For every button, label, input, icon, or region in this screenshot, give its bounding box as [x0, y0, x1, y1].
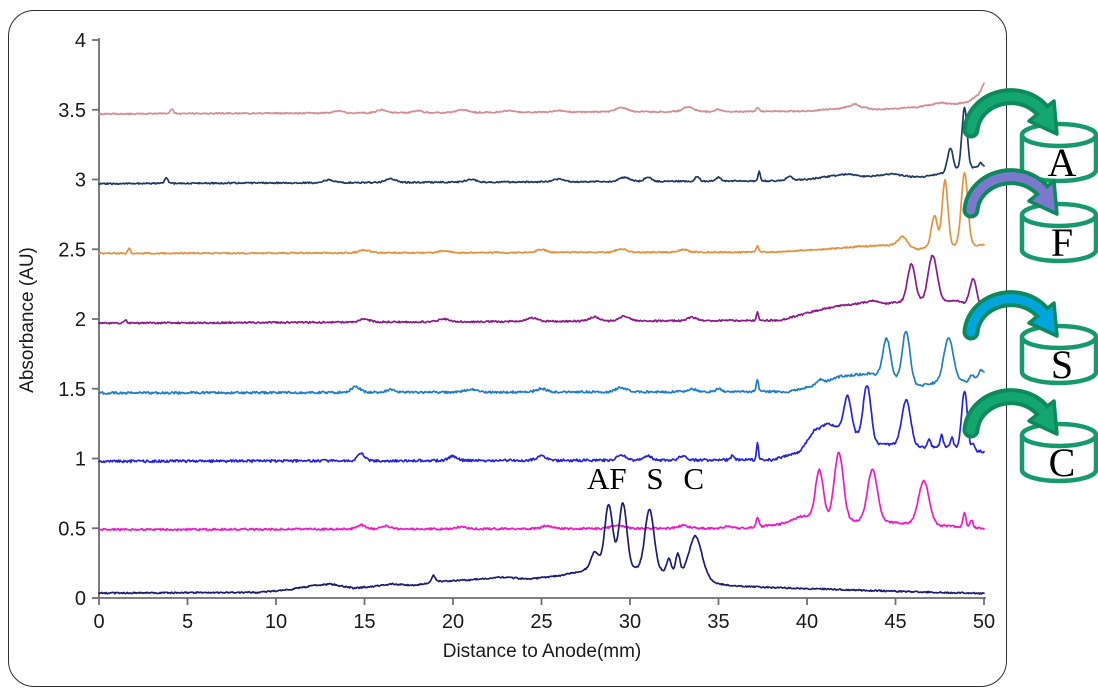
bin-label: F: [1051, 220, 1073, 265]
bin-label: A: [1048, 140, 1077, 185]
y-tick-label: 0: [75, 588, 86, 610]
trace-lane-2: [98, 451, 985, 532]
y-tick-label: 2.5: [58, 239, 86, 261]
bin-label: C: [1049, 440, 1076, 485]
x-tick-label: 20: [442, 611, 464, 633]
y-tick-label: 3: [75, 170, 86, 192]
y-tick-label: 1.5: [58, 379, 86, 401]
cylinder-top: [1019, 421, 1098, 449]
x-tick-label: 40: [796, 611, 818, 633]
y-tick-label: 1: [75, 449, 86, 471]
y-tick-label: 4: [75, 30, 86, 52]
bin-label: S: [1051, 342, 1073, 387]
curved-arrow-fill: [966, 172, 1047, 215]
y-tick-label: 3.5: [58, 100, 86, 122]
x-axis-title: Distance to Anode(mm): [443, 641, 642, 662]
curved-arrow-fill: [966, 294, 1047, 337]
trace-lane-6: [98, 171, 985, 255]
trace-lane-8-top: [98, 82, 985, 116]
collector-bin-f: F: [962, 168, 1098, 265]
figure-border-frame: [8, 10, 1007, 687]
x-tick-label: 15: [353, 611, 375, 633]
collector-bin-c: C: [962, 388, 1098, 485]
x-tick-label: 0: [93, 611, 104, 633]
curved-arrow-fill: [966, 92, 1047, 135]
x-tick-label: 30: [619, 611, 641, 633]
trace-lane-5: [98, 254, 985, 325]
cylinder-top: [1019, 323, 1098, 351]
plot-area: 00.511.522.533.540 5 10 15 20 25 30 35 40 45 50: [58, 30, 995, 633]
collector-bin-s: S: [962, 290, 1098, 387]
curved-arrow-fill: [966, 392, 1047, 435]
y-axis-title: Absorbance (AU): [17, 247, 38, 393]
x-tick-label: 50: [973, 611, 995, 633]
collector-bin-a: A: [962, 88, 1098, 185]
x-tick-label: 45: [884, 611, 906, 633]
trace-lane-4: [98, 330, 985, 395]
y-tick-label: 2: [75, 309, 86, 331]
x-tick-label: 10: [265, 611, 287, 633]
cylinder-top: [1019, 121, 1098, 149]
x-tick-label: 35: [707, 611, 729, 633]
x-tick-label: 5: [182, 611, 193, 633]
trace-lane-3: [98, 385, 985, 464]
trace-lane-1-bottom: [98, 502, 985, 595]
y-tick-label: 0.5: [58, 518, 86, 540]
peak-labels-annotation: AF S C: [587, 461, 704, 496]
x-tick-label: 25: [530, 611, 552, 633]
trace-lane-7: [98, 106, 985, 186]
cylinder-top: [1019, 201, 1098, 229]
